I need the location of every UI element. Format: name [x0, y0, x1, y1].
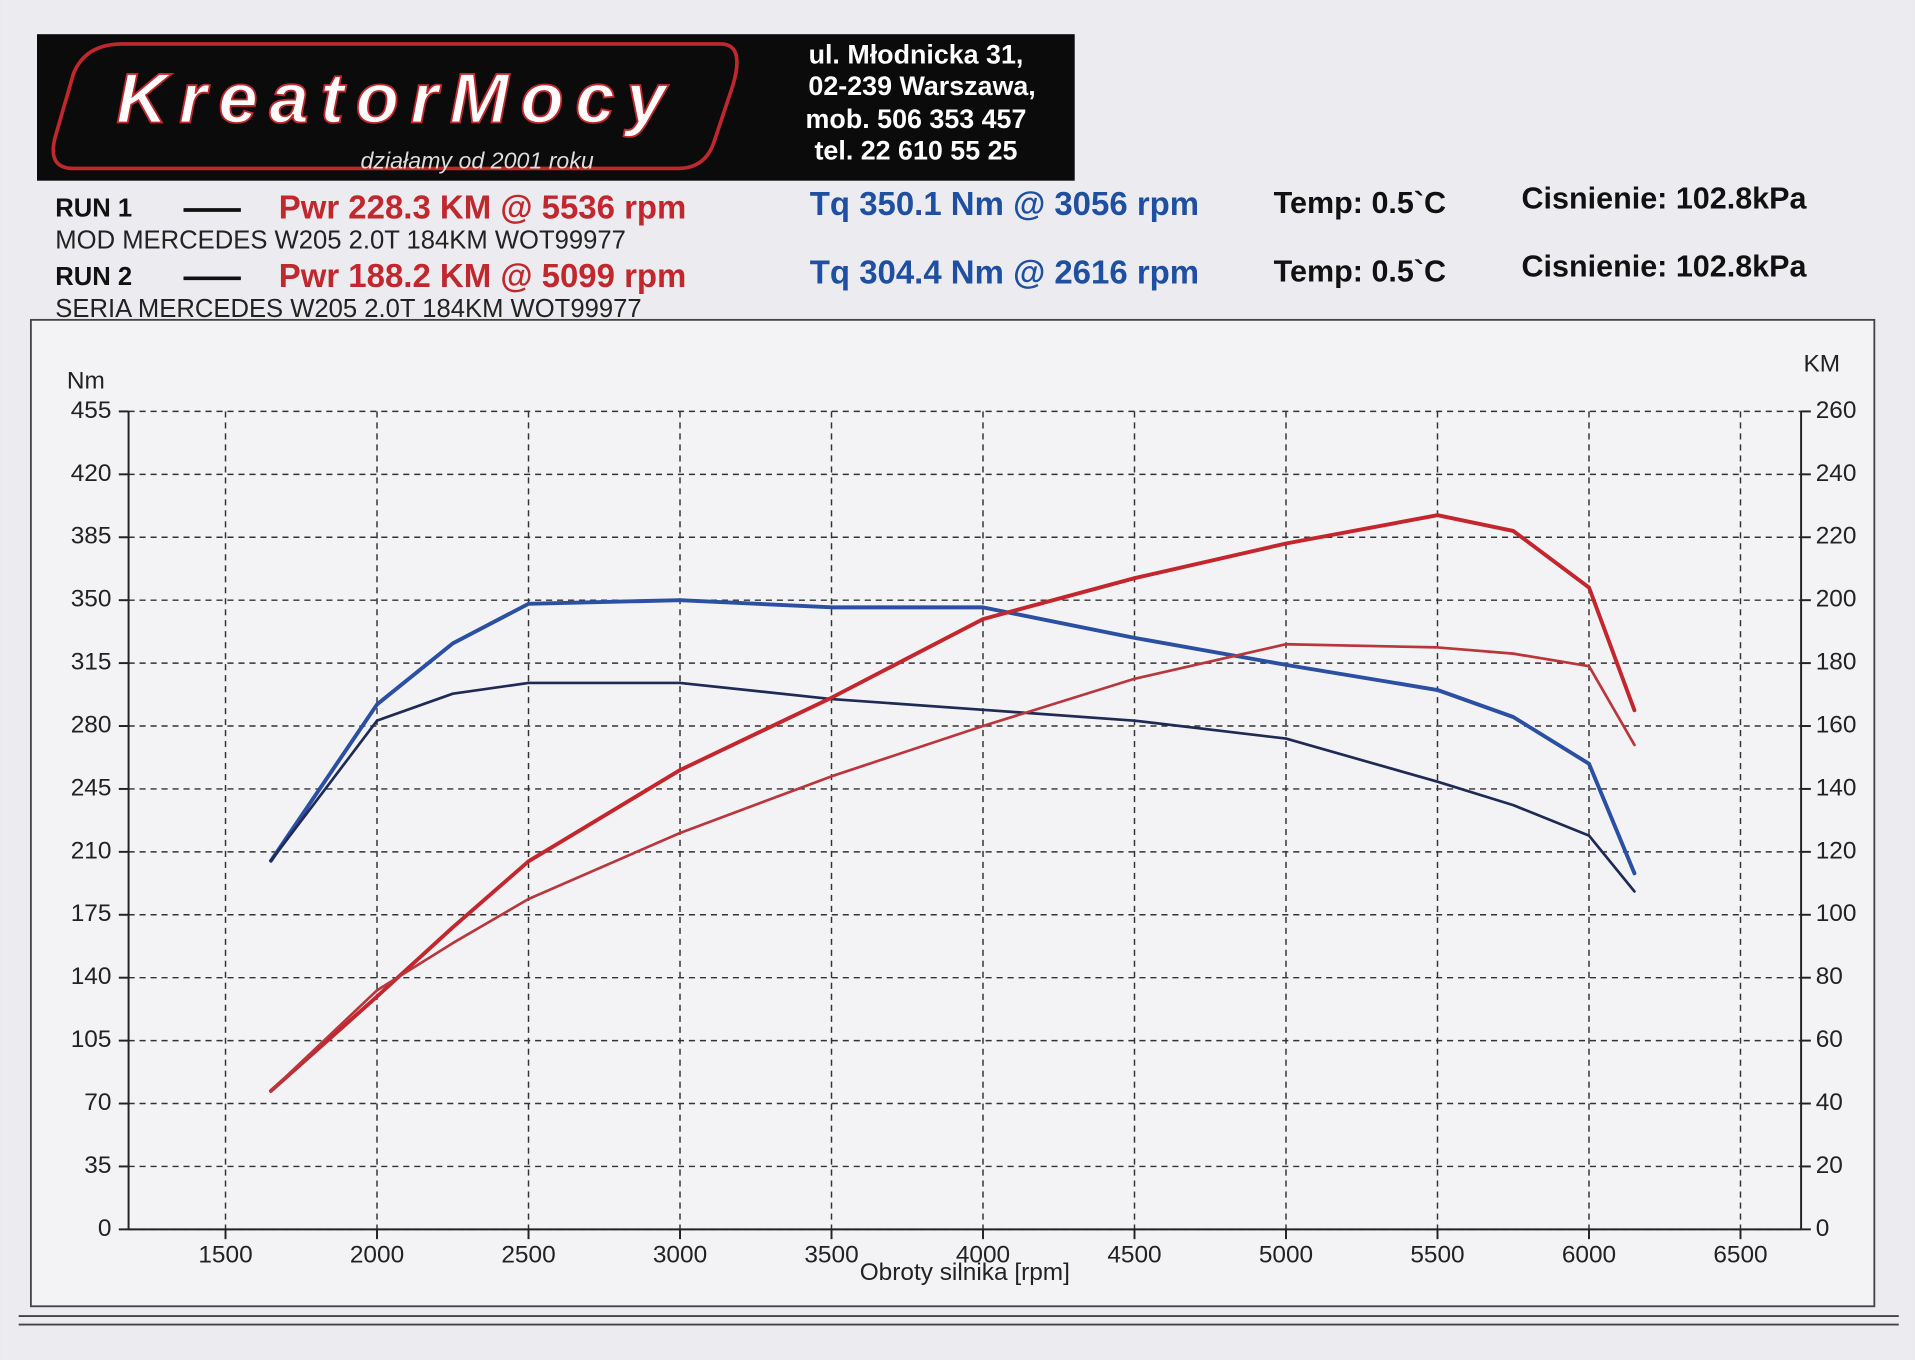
y-tick-label: 350 — [71, 586, 112, 613]
y-axis-label: Nm — [67, 368, 105, 395]
y2-tick-label: 260 — [1816, 397, 1857, 424]
y-tick-label: 455 — [71, 397, 112, 424]
y2-tick-label: 40 — [1816, 1089, 1843, 1116]
y2-tick-label: 240 — [1816, 460, 1857, 487]
y-tick-label: 0 — [98, 1215, 112, 1242]
x-tick-label: 5500 — [1410, 1242, 1464, 1269]
run-description: MOD MERCEDES W205 2.0T 184KM WOT99977 — [55, 226, 626, 254]
y2-tick-label: 200 — [1816, 586, 1857, 613]
y2-tick-label: 60 — [1816, 1026, 1843, 1053]
y-tick-label: 140 — [71, 963, 112, 990]
y2-axis-label: KM — [1804, 350, 1841, 377]
run-torque: Tq 304.4 Nm @ 2616 rpm — [810, 253, 1199, 290]
x-tick-label: 2500 — [501, 1242, 555, 1269]
y-tick-label: 280 — [71, 711, 112, 738]
tagline: działamy od 2001 roku — [361, 147, 594, 173]
run-label: RUN 1 — [55, 195, 132, 223]
y-tick-label: 70 — [84, 1089, 111, 1116]
y2-tick-label: 160 — [1816, 711, 1857, 738]
y-tick-label: 105 — [71, 1026, 112, 1053]
y2-tick-label: 120 — [1816, 837, 1857, 864]
y2-tick-label: 80 — [1816, 963, 1843, 990]
y2-tick-label: 100 — [1816, 900, 1857, 927]
run-pressure: Cisnienie: 102.8kPa — [1522, 181, 1808, 215]
y-tick-label: 385 — [71, 523, 112, 550]
address-line: ul. Młodnicka 31, — [809, 39, 1024, 69]
run-power: Pwr 188.2 KM @ 5099 rpm — [279, 257, 687, 294]
series-line — [268, 598, 1637, 876]
run-torque: Tq 350.1 Nm @ 3056 rpm — [810, 185, 1199, 222]
series-line — [269, 642, 1636, 1093]
y2-tick-label: 0 — [1816, 1215, 1830, 1242]
run-pressure: Cisnienie: 102.8kPa — [1522, 250, 1808, 284]
address-line: tel. 22 610 55 25 — [814, 136, 1017, 166]
y-tick-label: 175 — [71, 900, 112, 927]
run-power: Pwr 228.3 KM @ 5536 rpm — [279, 189, 687, 226]
x-tick-label: 4000 — [956, 1242, 1010, 1269]
y-tick-label: 420 — [71, 460, 112, 487]
y-tick-label: 315 — [71, 649, 112, 676]
x-tick-label: 6000 — [1562, 1242, 1616, 1269]
x-tick-label: 3500 — [804, 1242, 858, 1269]
y2-tick-label: 180 — [1816, 649, 1857, 676]
x-tick-label: 2000 — [350, 1242, 404, 1269]
y-tick-label: 35 — [84, 1152, 111, 1179]
logo-frame — [51, 42, 739, 171]
x-tick-label: 3000 — [653, 1242, 707, 1269]
x-tick-label: 4500 — [1107, 1242, 1161, 1269]
x-tick-label: 5000 — [1259, 1242, 1313, 1269]
run-temp: Temp: 0.5`C — [1274, 186, 1446, 220]
y2-tick-label: 140 — [1816, 774, 1857, 801]
x-axis-label: Obroty silnika [rpm] — [860, 1259, 1070, 1286]
run-temp: Temp: 0.5`C — [1274, 255, 1446, 289]
address-line: mob. 506 353 457 — [806, 104, 1027, 134]
run-description: SERIA MERCEDES W205 2.0T 184KM WOT99977 — [55, 295, 641, 323]
header-banner — [36, 34, 1075, 181]
brand: KreatorMocy — [116, 59, 669, 138]
address-line: 02-239 Warszawa, — [808, 71, 1035, 101]
series-line — [269, 681, 1636, 893]
chart-frame — [29, 318, 1876, 1308]
series-line — [268, 513, 1637, 1093]
run-label: RUN 2 — [55, 263, 132, 291]
y2-tick-label: 20 — [1816, 1152, 1843, 1179]
y-tick-label: 210 — [71, 837, 112, 864]
x-tick-label: 6500 — [1713, 1242, 1767, 1269]
y-tick-label: 245 — [71, 774, 112, 801]
y2-tick-label: 220 — [1816, 523, 1857, 550]
x-tick-label: 1500 — [198, 1242, 252, 1269]
